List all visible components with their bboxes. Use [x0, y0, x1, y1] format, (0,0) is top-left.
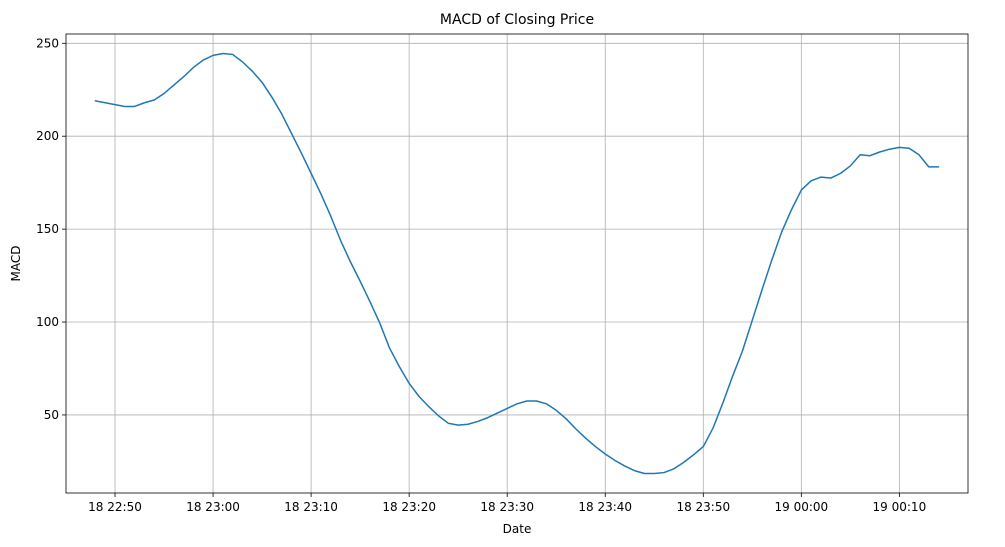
- x-tick-label: 18 22:50: [88, 500, 142, 514]
- x-tick-label: 18 23:30: [480, 500, 534, 514]
- y-ticks: 50 100 150 200 250: [36, 36, 66, 422]
- x-axis-label: Date: [503, 522, 532, 536]
- y-tick-label: 250: [36, 36, 59, 50]
- x-grid-lines: [114, 34, 900, 493]
- chart-title: MACD of Closing Price: [440, 12, 594, 28]
- x-ticks: 18 22:50 18 23:00 18 23:10 18 23:20 18 23:30…: [88, 493, 926, 514]
- x-tick-label: 18 23:20: [382, 500, 436, 514]
- x-tick-label: 18 23:50: [676, 500, 730, 514]
- y-tick-label: 100: [36, 315, 59, 329]
- y-tick-label: 150: [36, 222, 59, 236]
- y-tick-label: 200: [36, 129, 59, 143]
- y-grid-lines: [66, 42, 968, 416]
- plot-frame: [65, 33, 969, 494]
- macd-series-line: [94, 52, 940, 475]
- y-axis-label: MACD: [9, 246, 23, 282]
- series-layer: [94, 52, 940, 475]
- x-tick-label: 19 00:10: [873, 500, 927, 514]
- y-tick-label: 50: [44, 408, 59, 422]
- x-tick-label: 18 23:10: [284, 500, 338, 514]
- x-tick-label: 19 00:00: [774, 500, 828, 514]
- x-tick-label: 18 23:40: [578, 500, 632, 514]
- x-tick-label: 18 23:00: [186, 500, 240, 514]
